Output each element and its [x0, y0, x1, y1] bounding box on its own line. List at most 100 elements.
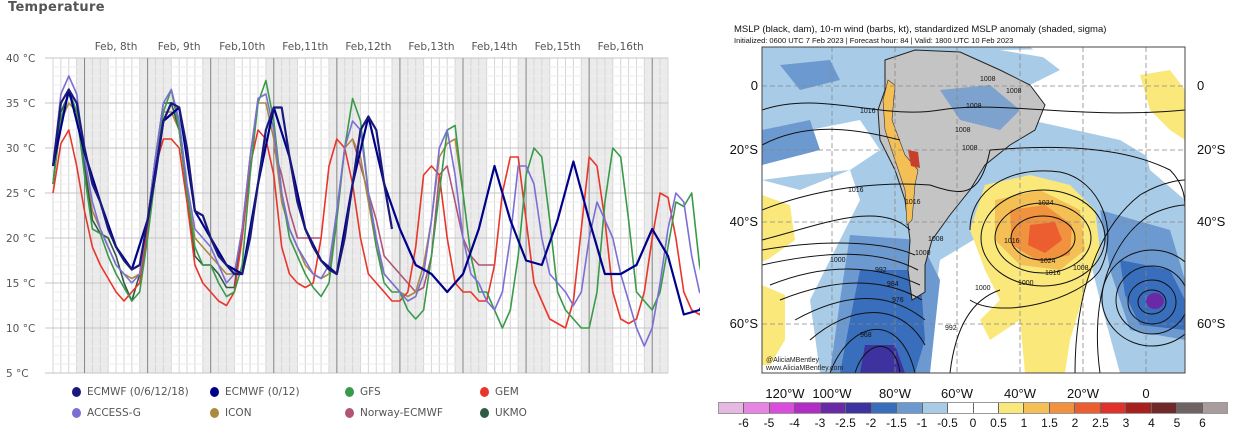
longitude-label: 40°W	[1004, 386, 1036, 401]
anomaly-minus-2-region	[860, 345, 905, 373]
colorbar-tick-label: 1.5	[1041, 416, 1058, 430]
longitude-label: 120°W	[765, 386, 805, 401]
legend-item[interactable]: GEM	[480, 386, 519, 398]
colorbar-swatch	[1075, 403, 1101, 413]
x-day-label: Feb,14th	[472, 41, 518, 53]
colorbar-swatch	[1177, 403, 1203, 413]
colorbar-swatch	[1151, 403, 1178, 413]
isobar-label: 1008	[1073, 265, 1089, 272]
legend-item[interactable]: GFS	[345, 386, 381, 398]
colorbar-tick-label: 2	[1071, 416, 1079, 430]
legend-item[interactable]: ECMWF (0/12)	[210, 386, 300, 398]
latitude-label-right: 20°S	[1197, 142, 1226, 157]
longitude-label: 0	[1142, 386, 1150, 401]
chart-title: Temperature	[8, 0, 105, 15]
latitude-label-left: 40°S	[729, 214, 758, 229]
x-day-label: Feb,12th	[345, 41, 391, 53]
colorbar-swatch	[744, 403, 770, 413]
colorbar-tick-label: 0.5	[990, 416, 1007, 430]
isobar-label: 1008	[955, 127, 971, 134]
longitude-label: 80°W	[879, 386, 911, 401]
colorbar-tick-label: -0.5	[937, 416, 958, 430]
x-day-label: Feb,16th	[598, 41, 644, 53]
legend-label: ACCESS-G	[87, 407, 141, 419]
anomaly-plus-2-region	[1028, 222, 1062, 253]
colorbar-swatch	[1049, 403, 1076, 413]
isobar-label: 1008	[966, 103, 982, 110]
colorbar-swatch	[871, 403, 898, 413]
x-day-label: Feb,11th	[282, 41, 328, 53]
legend-label: ICON	[225, 407, 252, 419]
isobar-label: 1016	[860, 108, 876, 115]
anomaly-minus-1-region	[780, 60, 840, 90]
isobar-label: 1000	[1018, 280, 1034, 287]
colorbar-swatch	[1126, 403, 1152, 413]
series-line-norway-ecmwf	[273, 147, 322, 239]
y-tick-label: 10 °C	[6, 323, 35, 335]
legend-item[interactable]: ACCESS-G	[72, 407, 141, 419]
longitude-label: 20°W	[1067, 386, 1099, 401]
colorbar-swatch	[897, 403, 923, 413]
map-frame	[761, 46, 1186, 374]
colorbar-tick-label: 1	[1020, 416, 1028, 430]
colorbar-swatch	[948, 403, 974, 413]
series-line-access-g	[52, 75, 700, 347]
legend-item[interactable]: UKMO	[480, 407, 527, 419]
colorbar-tick-label: 2.5	[1092, 416, 1109, 430]
isobar-label: 1016	[905, 199, 921, 206]
anomaly-minus-1-5-region	[840, 270, 925, 373]
colorbar-tick-label: 0	[969, 416, 977, 430]
colorbar-swatch	[998, 403, 1025, 413]
y-axis: 5 °C 10 °C 15 °C 20 °C 25 °C 30 °C 35 °C 40 °C	[6, 53, 35, 380]
anomaly-plus-0-5-region-4	[1140, 70, 1185, 140]
isobar-label: 1016	[848, 187, 864, 194]
colorbar-tick-label: 5	[1173, 416, 1181, 430]
latitude-label-right: 40°S	[1197, 214, 1226, 229]
temperature-chart: 5 °C10 °C15 °C20 °C25 °C30 °C35 °C40 °C …	[6, 41, 700, 380]
isobar-label: 1008	[980, 76, 996, 83]
isobars	[762, 102, 1185, 373]
colorbar-tick-label: -6	[738, 416, 749, 430]
andes-peaks	[908, 150, 920, 168]
map-subtitle: Initialized: 0600 UTC 7 Feb 2023 | Forec…	[734, 36, 1014, 45]
mslp-map-panel: MSLP (black, dam), 10-m wind (barbs, kt)…	[700, 0, 1247, 440]
anomaly-colorbar	[718, 402, 1228, 414]
x-axis: Feb, 8th Feb, 9th Feb,10th Feb,11th Feb,12th…	[95, 41, 644, 53]
isobar-label: 1000	[915, 250, 931, 257]
legend-label: ECMWF (0/6/12/18)	[87, 386, 189, 398]
colorbar-tick-label: -1.5	[886, 416, 907, 430]
x-day-label: Feb, 9th	[158, 41, 201, 53]
colorbar-swatch	[820, 403, 847, 413]
colorbar-swatch	[973, 403, 999, 413]
colorbar-tick-label: 6	[1199, 416, 1206, 430]
anomaly-clear-region-3	[1140, 130, 1185, 200]
colorbar-swatch	[1024, 403, 1050, 413]
series-line-gem	[52, 129, 700, 329]
isobar-label: 1000	[975, 285, 991, 292]
latitude-label-left: 0	[750, 78, 758, 93]
colorbar-swatch	[1202, 403, 1228, 413]
isobar-label: 968	[860, 332, 872, 339]
legend-item[interactable]: ECMWF (0/6/12/18)	[72, 386, 189, 398]
colorbar-tick-label: -2	[865, 416, 877, 430]
map-title: MSLP (black, dam), 10-m wind (barbs, kt)…	[734, 24, 1107, 35]
isobar-label: 1024	[1040, 258, 1056, 265]
legend-swatch-icon	[210, 408, 219, 418]
isobar-label: 984	[887, 281, 899, 288]
latitude-label-right: 0	[1197, 78, 1205, 93]
legend-item[interactable]: ICON	[210, 407, 252, 419]
legend-swatch-icon	[480, 387, 489, 397]
legend-item[interactable]: Norway-ECMWF	[345, 407, 443, 419]
legend-swatch-icon	[345, 408, 354, 418]
colorbar-swatch	[719, 403, 745, 413]
colorbar-swatch	[795, 403, 821, 413]
y-tick-label: 5 °C	[6, 368, 29, 380]
legend-label: UKMO	[495, 407, 527, 419]
y-tick-label: 25 °C	[6, 188, 35, 200]
isobar-label: 1008	[1006, 88, 1022, 95]
legend-label: Norway-ECMWF	[360, 407, 443, 419]
colorbar-tick-label: -4	[789, 416, 800, 430]
andes-highlands	[882, 79, 919, 226]
legend-swatch-icon	[345, 387, 354, 397]
legend-swatch-icon	[210, 387, 219, 397]
